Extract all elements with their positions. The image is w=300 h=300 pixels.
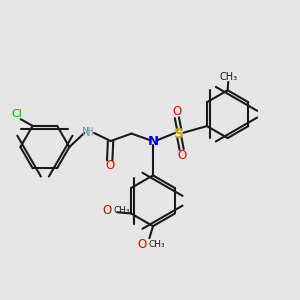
Text: N: N <box>82 126 91 139</box>
Text: Cl: Cl <box>12 110 22 119</box>
Text: N: N <box>147 134 158 148</box>
Text: O: O <box>137 238 146 250</box>
Text: O: O <box>177 149 186 162</box>
Text: O: O <box>105 159 114 172</box>
Text: CH₃: CH₃ <box>219 72 237 82</box>
Text: CH₃: CH₃ <box>113 206 130 215</box>
Text: H: H <box>86 128 94 137</box>
Text: O: O <box>172 105 182 118</box>
Text: CH₃: CH₃ <box>148 240 165 249</box>
Text: S: S <box>174 127 184 141</box>
Text: O: O <box>102 204 111 217</box>
